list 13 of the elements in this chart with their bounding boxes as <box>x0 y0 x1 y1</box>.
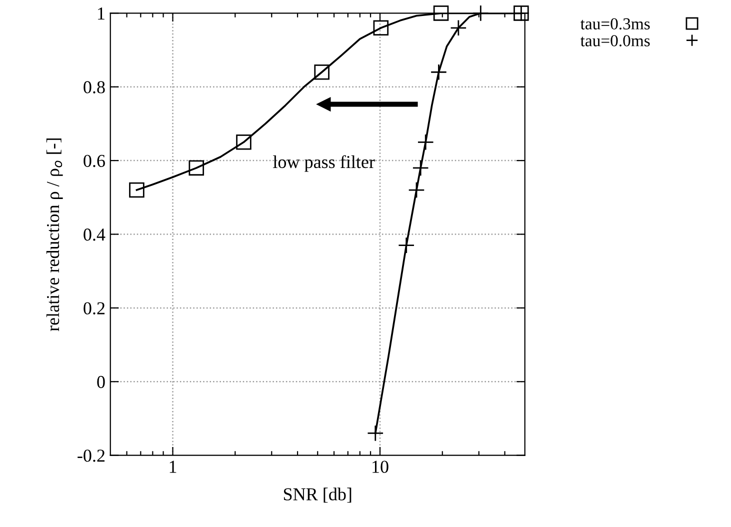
y-tick-label: 0.2 <box>84 302 105 314</box>
legend-label: tau=0.3ms <box>580 18 650 30</box>
y-tick-label: 0.6 <box>84 154 105 168</box>
x-axis-title: SNR [db] <box>284 488 352 503</box>
y-tick-label: -0.2 <box>78 450 105 462</box>
legend-label: tau=0.0ms <box>580 35 650 46</box>
y-axis-title: relative reduction ρ / ρ$_{o}$ [-] <box>46 138 63 332</box>
annotation: low pass filter <box>273 155 375 172</box>
x-tick-label: 10 <box>372 460 388 473</box>
y-tick-label: 0 <box>97 376 105 388</box>
y-tick-label: 1 <box>98 8 104 20</box>
y-tick-label: 0.8 <box>84 81 105 94</box>
y-tick-label: 0.4 <box>84 228 106 241</box>
